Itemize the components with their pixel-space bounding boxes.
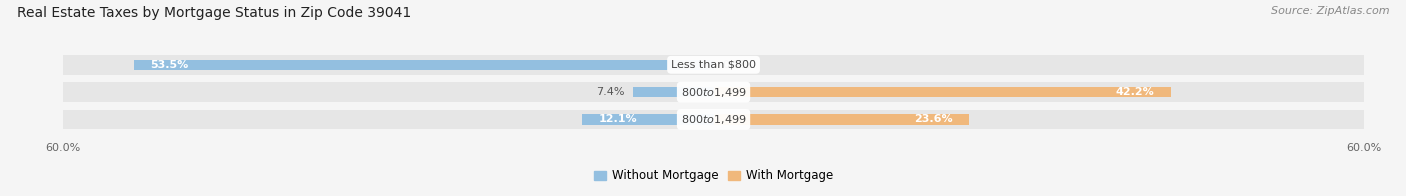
Bar	[63, 82, 1364, 102]
Text: 23.6%: 23.6%	[914, 114, 953, 124]
Text: Source: ZipAtlas.com: Source: ZipAtlas.com	[1271, 6, 1389, 16]
Text: Real Estate Taxes by Mortgage Status in Zip Code 39041: Real Estate Taxes by Mortgage Status in …	[17, 6, 411, 20]
Text: $800 to $1,499: $800 to $1,499	[681, 113, 747, 126]
Text: 0.0%: 0.0%	[723, 60, 751, 70]
Bar	[633, 87, 713, 97]
Bar	[713, 87, 1171, 97]
Bar	[63, 110, 1364, 129]
Text: 7.4%: 7.4%	[596, 87, 624, 97]
Bar	[582, 114, 713, 125]
Text: Less than $800: Less than $800	[671, 60, 756, 70]
Text: $800 to $1,499: $800 to $1,499	[681, 86, 747, 99]
Bar	[134, 60, 713, 70]
Bar	[713, 114, 969, 125]
Text: 53.5%: 53.5%	[150, 60, 188, 70]
Bar	[63, 55, 1364, 75]
Text: 12.1%: 12.1%	[599, 114, 637, 124]
Legend: Without Mortgage, With Mortgage: Without Mortgage, With Mortgage	[589, 165, 838, 187]
Text: 42.2%: 42.2%	[1116, 87, 1154, 97]
